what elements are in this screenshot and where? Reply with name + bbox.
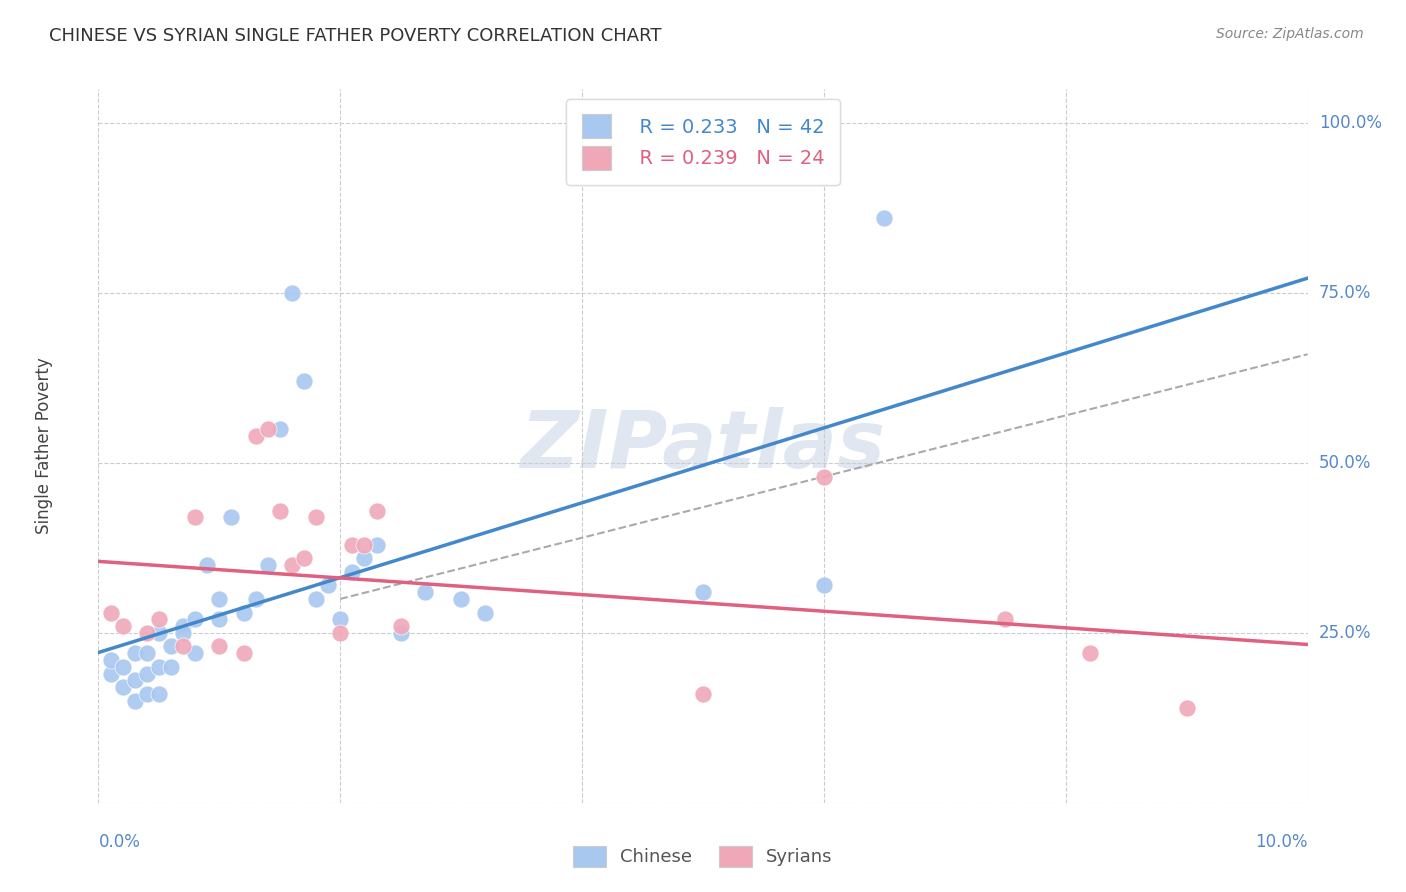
Point — [813, 578, 835, 592]
Point — [281, 286, 304, 301]
Point — [184, 646, 207, 660]
Point — [342, 537, 364, 551]
Text: CHINESE VS SYRIAN SINGLE FATHER POVERTY CORRELATION CHART: CHINESE VS SYRIAN SINGLE FATHER POVERTY … — [49, 27, 662, 45]
Point — [135, 646, 157, 660]
Point — [692, 687, 714, 701]
Point — [1175, 700, 1198, 714]
Point — [873, 211, 896, 226]
Point — [342, 565, 364, 579]
Point — [389, 626, 412, 640]
Text: ZIPatlas: ZIPatlas — [520, 407, 886, 485]
Point — [256, 558, 278, 572]
Point — [160, 660, 183, 674]
Point — [269, 503, 291, 517]
Point — [208, 591, 231, 606]
Point — [450, 591, 472, 606]
Text: Source: ZipAtlas.com: Source: ZipAtlas.com — [1216, 27, 1364, 41]
Point — [148, 626, 170, 640]
Point — [184, 510, 207, 524]
Point — [305, 591, 328, 606]
Point — [100, 666, 122, 681]
Point — [208, 612, 231, 626]
Point — [100, 606, 122, 620]
Point — [135, 626, 157, 640]
Point — [172, 640, 194, 654]
Point — [135, 687, 157, 701]
Point — [366, 503, 388, 517]
Point — [135, 666, 157, 681]
Point — [232, 606, 254, 620]
Point — [245, 591, 267, 606]
Point — [148, 612, 170, 626]
Point — [245, 429, 267, 443]
Point — [353, 537, 375, 551]
Point — [111, 619, 134, 633]
Point — [221, 510, 243, 524]
Point — [148, 660, 170, 674]
Point — [195, 558, 218, 572]
Text: 75.0%: 75.0% — [1319, 284, 1371, 302]
Text: 100.0%: 100.0% — [1319, 114, 1382, 132]
Point — [292, 375, 315, 389]
Point — [124, 694, 146, 708]
Point — [172, 626, 194, 640]
Point — [148, 687, 170, 701]
Point — [208, 640, 231, 654]
Legend:   R = 0.233   N = 42,   R = 0.239   N = 24: R = 0.233 N = 42, R = 0.239 N = 24 — [567, 99, 839, 186]
Point — [329, 612, 352, 626]
Point — [184, 612, 207, 626]
Point — [281, 558, 304, 572]
Text: 50.0%: 50.0% — [1319, 454, 1371, 472]
Point — [256, 422, 278, 436]
Point — [269, 422, 291, 436]
Point — [1078, 646, 1101, 660]
Point — [413, 585, 436, 599]
Point — [316, 578, 339, 592]
Point — [813, 469, 835, 483]
Point — [124, 673, 146, 688]
Point — [474, 606, 496, 620]
Point — [353, 551, 375, 566]
Text: Single Father Poverty: Single Father Poverty — [35, 358, 53, 534]
Point — [172, 619, 194, 633]
Point — [366, 537, 388, 551]
Point — [232, 646, 254, 660]
Point — [111, 680, 134, 694]
Legend: Chinese, Syrians: Chinese, Syrians — [567, 838, 839, 874]
Text: 25.0%: 25.0% — [1319, 624, 1371, 642]
Point — [329, 626, 352, 640]
Text: 10.0%: 10.0% — [1256, 833, 1308, 851]
Text: 0.0%: 0.0% — [98, 833, 141, 851]
Point — [100, 653, 122, 667]
Point — [994, 612, 1017, 626]
Point — [124, 646, 146, 660]
Point — [292, 551, 315, 566]
Point — [160, 640, 183, 654]
Point — [389, 619, 412, 633]
Point — [111, 660, 134, 674]
Point — [692, 585, 714, 599]
Point — [305, 510, 328, 524]
